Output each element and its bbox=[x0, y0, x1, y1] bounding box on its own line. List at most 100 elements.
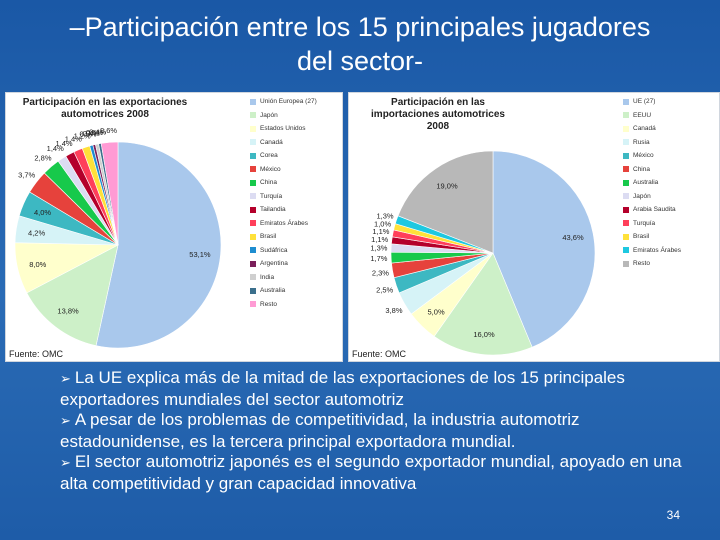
exports-legend-item-mexico: México bbox=[250, 163, 317, 177]
imports-legend-item-turquia: Turquía bbox=[623, 217, 681, 231]
exports-legend-label: India bbox=[260, 273, 275, 281]
exports-data-label-china: 2,8% bbox=[34, 153, 51, 162]
exports-legend-item-canada: Canadá bbox=[250, 136, 317, 150]
exports-legend-item-australia: Australia bbox=[250, 284, 317, 298]
exports-legend-item-union-europea-27: Unión Europea (27) bbox=[250, 95, 317, 109]
exports-data-label-canada: 4,2% bbox=[28, 228, 45, 237]
imports-legend-swatch bbox=[623, 139, 629, 146]
imports-legend-label: China bbox=[633, 165, 650, 173]
exports-legend-swatch bbox=[250, 125, 256, 132]
imports-legend-swatch bbox=[623, 125, 629, 132]
exports-data-label-mexico: 3,7% bbox=[18, 171, 35, 180]
exports-legend-label: Corea bbox=[260, 152, 278, 160]
exports-legend-swatch bbox=[250, 152, 256, 159]
exports-data-label-resto: 2,6% bbox=[100, 126, 117, 135]
exports-legend-swatch bbox=[250, 179, 256, 186]
exports-legend-item-sudafrica: Sudáfrica bbox=[250, 244, 317, 258]
imports-data-label-turquia: 1,1% bbox=[372, 227, 389, 236]
exports-legend-label: Canadá bbox=[260, 138, 283, 146]
exports-legend-swatch bbox=[250, 247, 256, 254]
imports-data-label-japon: 1,3% bbox=[370, 243, 387, 252]
imports-legend-item-brasil: Brasil bbox=[623, 230, 681, 244]
imports-legend-label: Resto bbox=[633, 260, 650, 268]
exports-data-label-estados-unidos: 8,0% bbox=[29, 260, 46, 269]
imports-legend-item-emiratos-arabes: Emiratos Árabes bbox=[623, 244, 681, 258]
imports-data-label-ue-27: 43,6% bbox=[562, 233, 584, 242]
exports-legend-label: Emiratos Árabes bbox=[260, 219, 309, 227]
exports-legend: Unión Europea (27) Japón Estados Unidos Can… bbox=[250, 95, 317, 311]
exports-legend-swatch bbox=[250, 139, 256, 146]
bullet-list: ➢ La UE explica más de la mitad de las ex… bbox=[60, 368, 700, 494]
imports-data-label-resto: 19,0% bbox=[436, 182, 458, 191]
imports-pie-chart: 43,6%16,0%5,0%3,8%2,5%2,3%1,7%1,3%1,1%1,… bbox=[370, 150, 596, 356]
imports-data-label-china: 2,3% bbox=[372, 269, 389, 278]
imports-legend-swatch bbox=[623, 98, 629, 105]
exports-data-label-australia: 0,4% bbox=[89, 127, 106, 136]
imports-legend-label: EEUU bbox=[633, 111, 652, 119]
imports-legend: UE (27) EEUU Canadá Rusia México China Austral… bbox=[623, 95, 681, 271]
imports-legend-swatch bbox=[623, 247, 629, 254]
imports-data-label-emiratos-arabes: 1,3% bbox=[376, 212, 393, 221]
exports-data-label-india: 0,5% bbox=[86, 128, 103, 137]
exports-data-label-turquia: 1,4% bbox=[47, 144, 64, 153]
imports-legend-label: Canadá bbox=[633, 125, 656, 133]
exports-legend-label: Brasil bbox=[260, 233, 277, 241]
exports-legend-swatch bbox=[250, 98, 256, 105]
imports-data-label-canada: 5,0% bbox=[428, 307, 445, 316]
imports-legend-label: Australia bbox=[633, 179, 659, 187]
exports-legend-label: Unión Europea (27) bbox=[260, 98, 317, 106]
exports-legend-label: Turquía bbox=[260, 192, 283, 200]
imports-legend-label: Arabia Saudita bbox=[633, 206, 676, 214]
imports-legend-item-australia: Australia bbox=[623, 176, 681, 190]
arrow-bullet-icon: ➢ bbox=[60, 413, 71, 428]
imports-legend-item-canada: Canadá bbox=[623, 122, 681, 136]
imports-legend-item-china: China bbox=[623, 163, 681, 177]
imports-legend-swatch bbox=[623, 179, 629, 186]
exports-legend-swatch bbox=[250, 301, 256, 308]
exports-legend-item-estados-unidos: Estados Unidos bbox=[250, 122, 317, 136]
imports-legend-item-rusia: Rusia bbox=[623, 136, 681, 150]
imports-legend-item-mexico: México bbox=[623, 149, 681, 163]
imports-data-label-eeuu: 16,0% bbox=[473, 330, 495, 339]
imports-legend-item-japon: Japón bbox=[623, 190, 681, 204]
imports-chart-title: Participación en las importaciones autom… bbox=[371, 97, 505, 132]
exports-legend-item-china: China bbox=[250, 176, 317, 190]
exports-legend-item-japon: Japón bbox=[250, 109, 317, 123]
exports-legend-label: México bbox=[260, 165, 281, 173]
exports-legend-swatch bbox=[250, 233, 256, 240]
imports-legend-swatch bbox=[623, 233, 629, 240]
exports-data-label-union-europea-27: 53,1% bbox=[189, 250, 211, 259]
exports-legend-label: China bbox=[260, 179, 277, 187]
exports-legend-item-india: India bbox=[250, 271, 317, 285]
exports-legend-item-tailandia: Tailandia bbox=[250, 203, 317, 217]
imports-legend-swatch bbox=[623, 166, 629, 173]
imports-data-label-mexico: 2,5% bbox=[376, 285, 393, 294]
exports-legend-item-corea: Corea bbox=[250, 149, 317, 163]
exports-legend-item-emiratos-arabes: Emiratos Árabes bbox=[250, 217, 317, 231]
exports-legend-label: Estados Unidos bbox=[260, 125, 306, 133]
exports-legend-label: Australia bbox=[260, 287, 286, 295]
slide-title-line-2: del sector- bbox=[296, 46, 424, 76]
imports-legend-item-resto: Resto bbox=[623, 257, 681, 271]
exports-legend-swatch bbox=[250, 193, 256, 200]
bullet-item: ➢ El sector automotriz japonés es el segu… bbox=[60, 452, 682, 493]
slide-title: –Participación entre los 15 principales … bbox=[30, 10, 690, 78]
exports-legend-item-resto: Resto bbox=[250, 298, 317, 312]
exports-legend-swatch bbox=[250, 166, 256, 173]
imports-slice-eeuu bbox=[433, 252, 533, 356]
exports-legend-swatch bbox=[250, 287, 256, 294]
imports-legend-item-arabia-saudita: Arabia Saudita bbox=[623, 203, 681, 217]
exports-chart-title: Participación en las exportaciones autom… bbox=[22, 97, 188, 120]
imports-legend-swatch bbox=[623, 193, 629, 200]
imports-legend-swatch bbox=[623, 220, 629, 227]
exports-data-label-brasil: 1,2% bbox=[74, 131, 91, 140]
exports-data-label-emiratos-arabes: 1,4% bbox=[65, 135, 82, 144]
slide-title-line-1: –Participación entre los 15 principales … bbox=[69, 12, 651, 42]
imports-slice-ue-27 bbox=[492, 150, 596, 348]
imports-data-label-australia: 1,7% bbox=[370, 254, 387, 263]
exports-legend-item-turquia: Turquía bbox=[250, 190, 317, 204]
imports-legend-label: México bbox=[633, 152, 654, 160]
exports-chart-panel: 53,1% 13,8% 8,0% 4,2% 4,0% 3,7% 2,8% 1,4% 1,4% 1,… bbox=[5, 92, 343, 362]
imports-legend-swatch bbox=[623, 260, 629, 267]
bullet-item: ➢ A pesar de los problemas de competitivi… bbox=[60, 410, 580, 451]
